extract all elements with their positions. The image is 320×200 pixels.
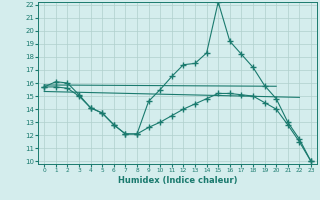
- X-axis label: Humidex (Indice chaleur): Humidex (Indice chaleur): [118, 176, 237, 185]
